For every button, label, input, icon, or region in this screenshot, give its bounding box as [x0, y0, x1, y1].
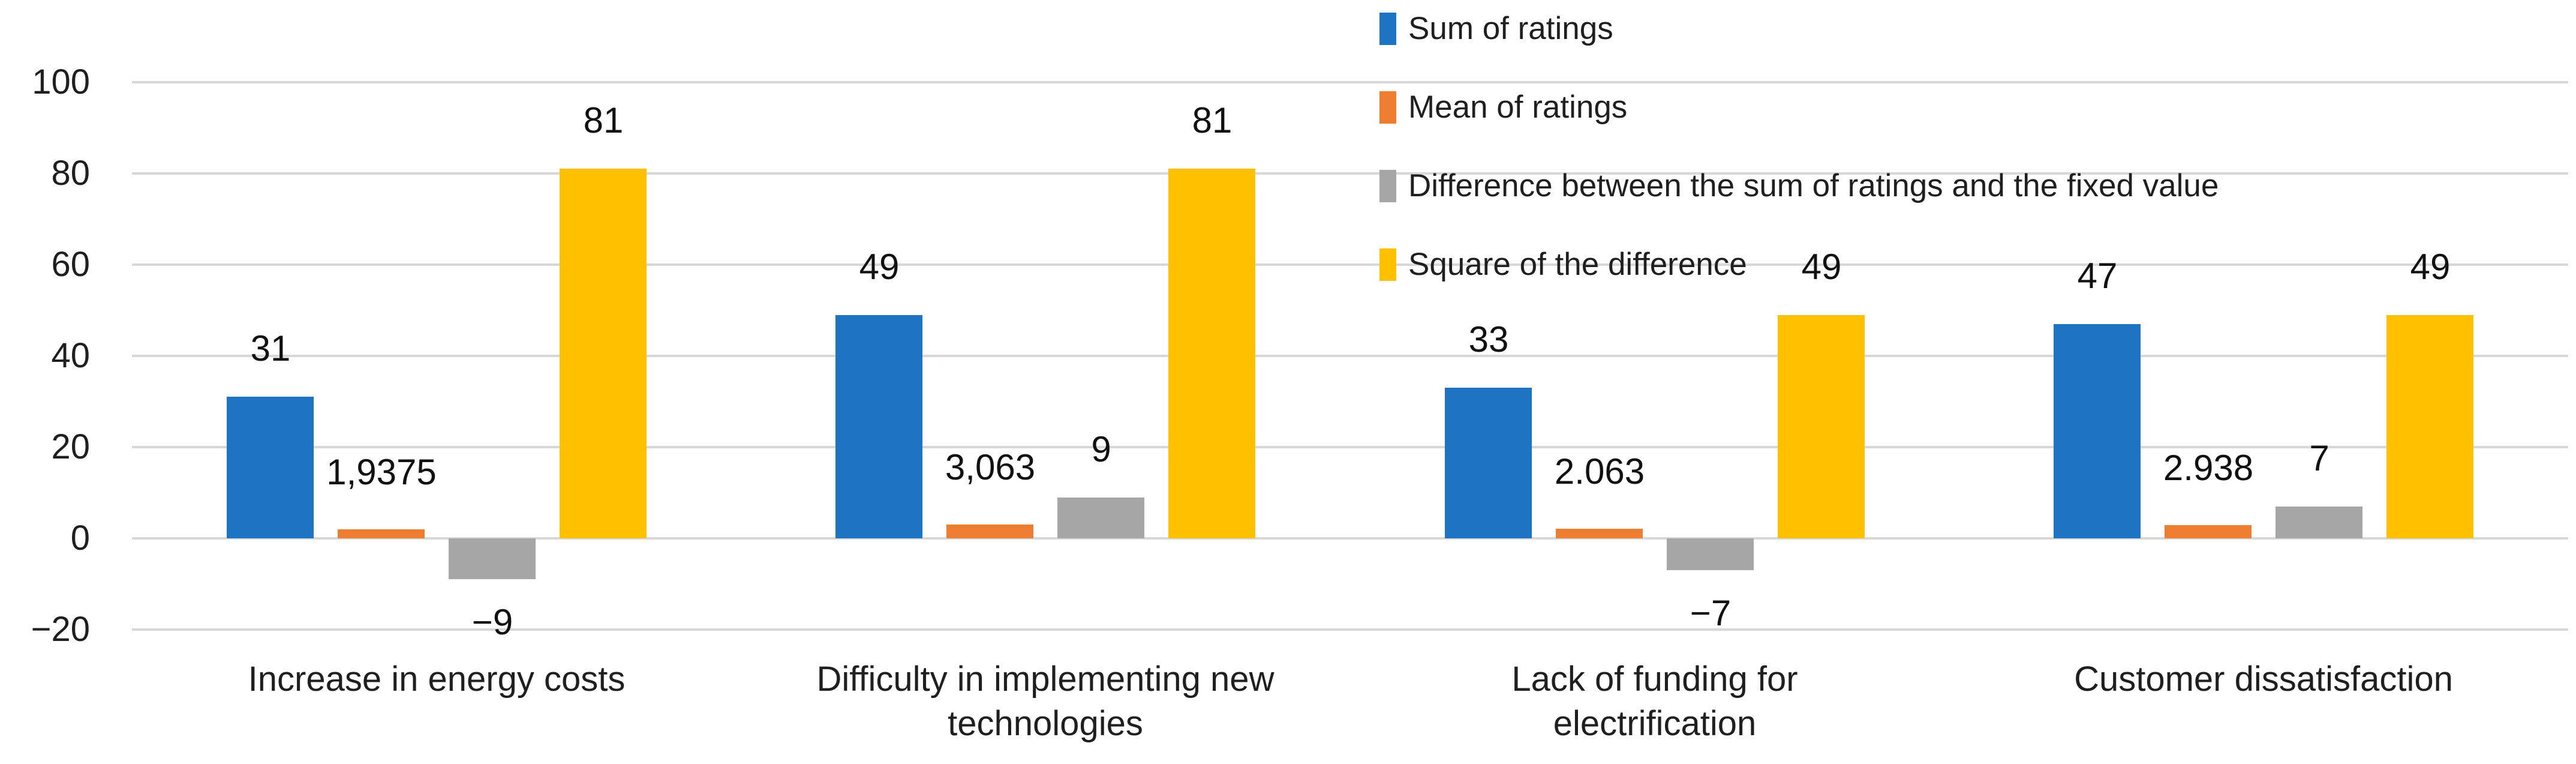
y-axis-tick-label: 60 [51, 245, 90, 284]
legend-label: Mean of ratings [1408, 89, 1628, 125]
gridline [132, 537, 2568, 540]
legend-swatch-icon [1379, 248, 1396, 281]
bar-mean-of-ratings-cat4 [2165, 525, 2252, 538]
data-label: 3,063 [945, 447, 1036, 487]
category-label: Lack of funding for electrification [1343, 657, 1967, 746]
y-axis-tick-label: −20 [31, 610, 90, 649]
gridline [132, 628, 2568, 631]
data-label: 49 [859, 247, 900, 287]
legend-item: Difference between the sum of ratings an… [1379, 166, 2219, 206]
data-label: 49 [2410, 247, 2451, 287]
category-label: Customer dissatisfaction [1952, 657, 2575, 702]
legend-swatch-icon [1379, 91, 1396, 124]
bar-square-of-the-cat3 [1778, 315, 1865, 538]
bar-mean-of-ratings-cat3 [1556, 529, 1643, 538]
y-axis-tick-label: 0 [70, 519, 90, 558]
legend-label: Square of the difference [1408, 247, 1747, 282]
bar-sum-of-ratings-cat1 [227, 397, 314, 538]
category-label-line: Customer dissatisfaction [2074, 660, 2453, 699]
data-label: 33 [1468, 319, 1509, 359]
bar-sum-of-ratings-cat4 [2054, 324, 2141, 538]
data-label: 31 [250, 328, 291, 368]
legend-swatch-icon [1379, 13, 1396, 45]
gridline [132, 355, 2568, 357]
gridline [132, 446, 2568, 448]
legend-label: Difference between the sum of ratings an… [1408, 168, 2219, 203]
bar-sum-of-ratings-cat2 [835, 315, 922, 538]
data-label: 9 [1091, 429, 1111, 469]
bar-mean-of-ratings-cat2 [946, 525, 1033, 538]
data-label: 7 [2309, 438, 2329, 478]
data-label: 1,9375 [326, 452, 437, 492]
gridline [132, 172, 2568, 175]
y-axis-tick-label: 100 [32, 62, 90, 101]
y-axis-tick-label: 20 [51, 427, 90, 466]
gridline [132, 263, 2568, 266]
bar-difference-between-the-cat1 [449, 538, 536, 579]
data-label: 81 [583, 100, 624, 140]
category-label-line: technologies [948, 704, 1143, 743]
legend-label: Sum of ratings [1408, 11, 1613, 46]
bar-difference-between-the-cat4 [2276, 507, 2362, 538]
gridline [132, 81, 2568, 83]
category-label-line: electrification [1553, 704, 1757, 743]
category-label: Increase in energy costs [125, 657, 749, 702]
data-label: −7 [1690, 593, 1732, 633]
bar-square-of-the-cat4 [2386, 315, 2473, 538]
data-label: −9 [471, 602, 513, 642]
y-axis-tick-label: 80 [51, 154, 90, 193]
bar-square-of-the-cat1 [560, 169, 647, 538]
data-label: 2.063 [1554, 451, 1645, 492]
category-label: Difficulty in implementing new technologi… [734, 657, 1357, 746]
y-axis-tick-label: 40 [51, 336, 90, 375]
legend-item: Square of the difference [1379, 245, 1747, 284]
legend-item: Mean of ratings [1379, 88, 1627, 127]
bar-mean-of-ratings-cat1 [338, 529, 425, 538]
data-label: 2.938 [2163, 448, 2254, 488]
legend-item: Sum of ratings [1379, 9, 1613, 49]
category-label-line: Increase in energy costs [248, 660, 626, 699]
bar-difference-between-the-cat3 [1667, 538, 1754, 570]
bar-square-of-the-cat2 [1168, 169, 1255, 538]
data-label: 49 [1801, 247, 1842, 287]
data-label: 47 [2077, 256, 2118, 296]
category-label-line: Difficulty in implementing new [816, 660, 1275, 699]
category-label-line: Lack of funding for [1511, 660, 1798, 699]
bar-difference-between-the-cat2 [1057, 498, 1144, 538]
data-label: 81 [1192, 100, 1233, 140]
bar-sum-of-ratings-cat3 [1445, 388, 1532, 538]
legend-swatch-icon [1379, 170, 1396, 202]
